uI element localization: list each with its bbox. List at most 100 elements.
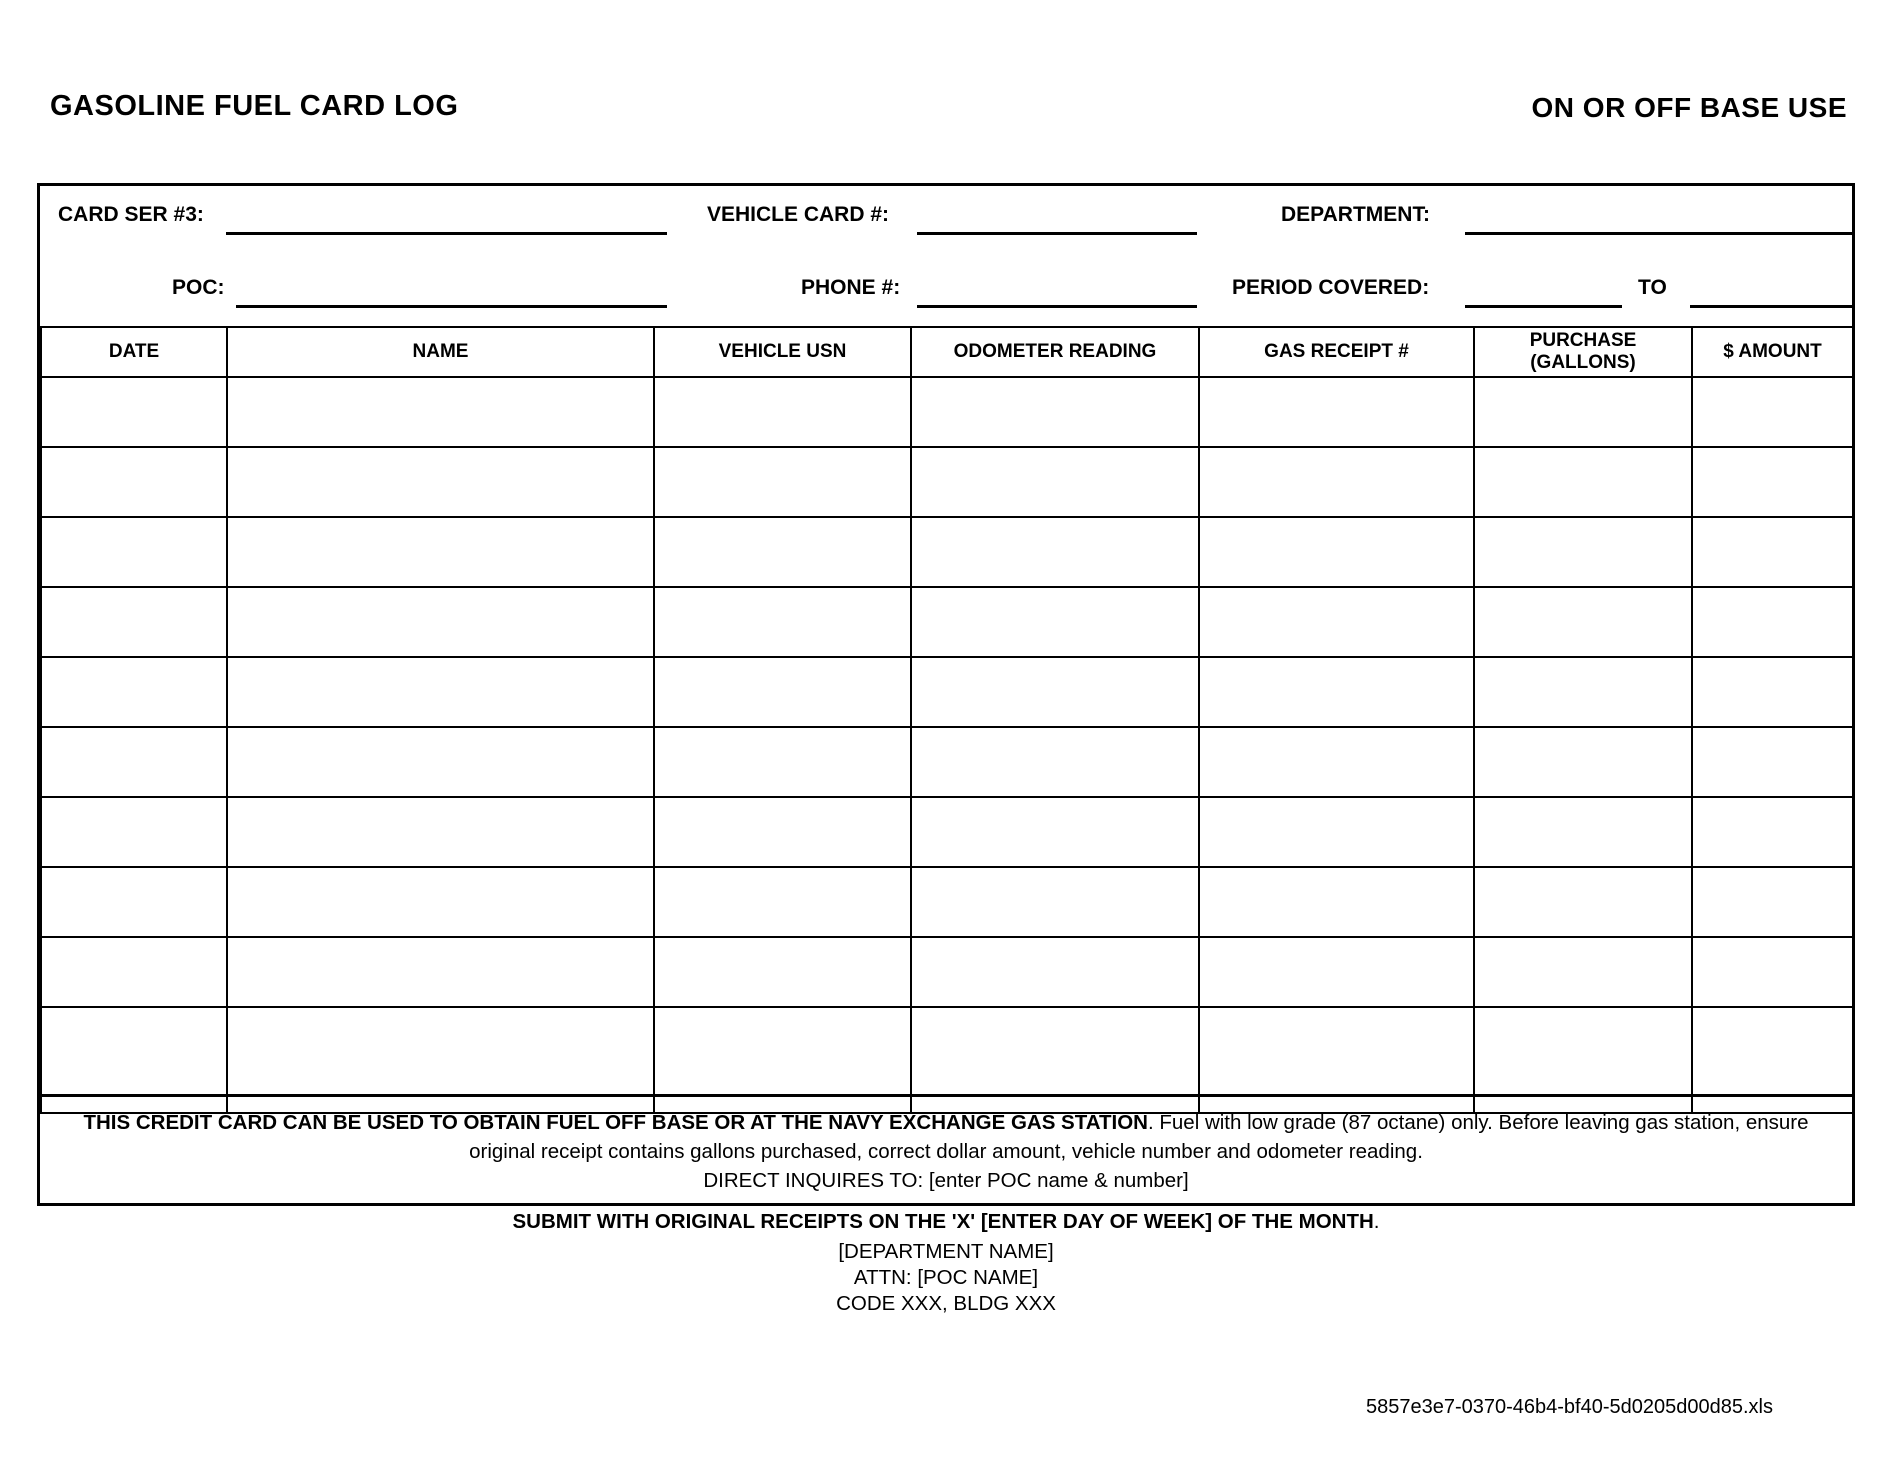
log-cell-3-0[interactable] — [40, 586, 228, 658]
log-cell-5-5[interactable] — [1473, 726, 1693, 798]
log-cell-6-3[interactable] — [910, 796, 1200, 868]
department-label: DEPARTMENT: — [1281, 203, 1430, 226]
log-cell-2-4[interactable] — [1198, 516, 1475, 588]
log-cell-6-4[interactable] — [1198, 796, 1475, 868]
usage-note-regular: . Fuel with low grade (87 octane) only. … — [469, 1111, 1809, 1163]
period-from-input-line[interactable] — [1465, 305, 1622, 308]
log-cell-8-5[interactable] — [1473, 936, 1693, 1008]
period-to-label: TO — [1638, 276, 1667, 299]
col-header-4: GAS RECEIPT # — [1198, 326, 1475, 378]
log-cell-4-0[interactable] — [40, 656, 228, 728]
phone-label: PHONE #: — [801, 276, 901, 299]
log-cell-4-5[interactable] — [1473, 656, 1693, 728]
log-cell-3-2[interactable] — [653, 586, 912, 658]
log-cell-3-3[interactable] — [910, 586, 1200, 658]
col-header-1: NAME — [226, 326, 655, 378]
period-to-input-line[interactable] — [1690, 305, 1852, 308]
usage-note-paragraph: THIS CREDIT CARD CAN BE USED TO OBTAIN F… — [66, 1108, 1826, 1166]
page-title: GASOLINE FUEL CARD LOG — [50, 90, 459, 122]
log-cell-3-1[interactable] — [226, 586, 655, 658]
log-cell-7-4[interactable] — [1198, 866, 1475, 938]
log-cell-5-3[interactable] — [910, 726, 1200, 798]
card-ser-label: CARD SER #3: — [58, 203, 204, 226]
log-cell-2-6[interactable] — [1691, 516, 1854, 588]
submit-instruction: SUBMIT WITH ORIGINAL RECEIPTS ON THE 'X'… — [37, 1209, 1855, 1235]
log-row-5 — [40, 726, 1854, 798]
log-cell-5-2[interactable] — [653, 726, 912, 798]
department-input-line[interactable] — [1465, 232, 1852, 235]
phone-input-line[interactable] — [917, 305, 1197, 308]
log-cell-8-6[interactable] — [1691, 936, 1854, 1008]
card-ser-input-line[interactable] — [226, 232, 667, 235]
log-cell-8-2[interactable] — [653, 936, 912, 1008]
log-cell-6-6[interactable] — [1691, 796, 1854, 868]
log-row-0 — [40, 376, 1854, 448]
log-cell-0-5[interactable] — [1473, 376, 1693, 448]
log-cell-1-2[interactable] — [653, 446, 912, 518]
log-cell-5-0[interactable] — [40, 726, 228, 798]
log-row-1 — [40, 446, 1854, 518]
log-cell-0-6[interactable] — [1691, 376, 1854, 448]
log-cell-6-5[interactable] — [1473, 796, 1693, 868]
log-cell-3-5[interactable] — [1473, 586, 1693, 658]
log-cell-1-5[interactable] — [1473, 446, 1693, 518]
log-cell-2-1[interactable] — [226, 516, 655, 588]
log-cell-8-3[interactable] — [910, 936, 1200, 1008]
log-cell-1-6[interactable] — [1691, 446, 1854, 518]
log-cell-4-2[interactable] — [653, 656, 912, 728]
poc-input-line[interactable] — [236, 305, 667, 308]
log-cell-6-0[interactable] — [40, 796, 228, 868]
department-name-line: [DEPARTMENT NAME] — [838, 1240, 1054, 1263]
log-cell-0-4[interactable] — [1198, 376, 1475, 448]
log-cell-1-1[interactable] — [226, 446, 655, 518]
log-row-4 — [40, 656, 1854, 728]
log-cell-7-1[interactable] — [226, 866, 655, 938]
log-cell-0-0[interactable] — [40, 376, 228, 448]
log-cell-2-2[interactable] — [653, 516, 912, 588]
log-cell-1-0[interactable] — [40, 446, 228, 518]
footer-block: SUBMIT WITH ORIGINAL RECEIPTS ON THE 'X'… — [37, 1209, 1855, 1317]
log-cell-0-2[interactable] — [653, 376, 912, 448]
log-cell-2-5[interactable] — [1473, 516, 1693, 588]
log-cell-3-6[interactable] — [1691, 586, 1854, 658]
attn-line: ATTN: [POC NAME] — [853, 1266, 1039, 1289]
col-header-2: VEHICLE USN — [653, 326, 912, 378]
log-row-6 — [40, 796, 1854, 868]
log-cell-8-4[interactable] — [1198, 936, 1475, 1008]
vehicle-card-input-line[interactable] — [917, 232, 1197, 235]
log-cell-5-1[interactable] — [226, 726, 655, 798]
log-row-7 — [40, 866, 1854, 938]
usage-note-bold: THIS CREDIT CARD CAN BE USED TO OBTAIN F… — [83, 1111, 1148, 1134]
file-name: 5857e3e7-0370-46b4-bf40-5d0205d00d85.xls — [1365, 1396, 1773, 1418]
direct-inquires-line: DIRECT INQUIRES TO: [enter POC name & nu… — [703, 1169, 1189, 1192]
col-header-5: PURCHASE (GALLONS) — [1473, 326, 1693, 378]
log-cell-7-3[interactable] — [910, 866, 1200, 938]
submit-instruction-period: . — [1373, 1210, 1380, 1233]
log-cell-7-6[interactable] — [1691, 866, 1854, 938]
period-covered-label: PERIOD COVERED: — [1232, 276, 1430, 299]
log-table-header-row: DATE NAME VEHICLE USN ODOMETER READING GAS R… — [40, 326, 1854, 378]
log-cell-3-4[interactable] — [1198, 586, 1475, 658]
log-cell-6-1[interactable] — [226, 796, 655, 868]
log-cell-5-4[interactable] — [1198, 726, 1475, 798]
log-cell-6-2[interactable] — [653, 796, 912, 868]
log-cell-4-6[interactable] — [1691, 656, 1854, 728]
log-cell-4-3[interactable] — [910, 656, 1200, 728]
log-cell-1-3[interactable] — [910, 446, 1200, 518]
log-table: DATE NAME VEHICLE USN ODOMETER READING GAS R… — [40, 326, 1854, 1114]
log-cell-4-1[interactable] — [226, 656, 655, 728]
log-cell-0-1[interactable] — [226, 376, 655, 448]
log-cell-0-3[interactable] — [910, 376, 1200, 448]
log-cell-5-6[interactable] — [1691, 726, 1854, 798]
log-cell-7-2[interactable] — [653, 866, 912, 938]
submit-instruction-bold: SUBMIT WITH ORIGINAL RECEIPTS ON THE 'X'… — [512, 1210, 1374, 1233]
log-cell-2-3[interactable] — [910, 516, 1200, 588]
log-cell-8-0[interactable] — [40, 936, 228, 1008]
log-cell-4-4[interactable] — [1198, 656, 1475, 728]
log-cell-7-0[interactable] — [40, 866, 228, 938]
log-cell-2-0[interactable] — [40, 516, 228, 588]
log-cell-7-5[interactable] — [1473, 866, 1693, 938]
log-cell-1-4[interactable] — [1198, 446, 1475, 518]
vehicle-card-label: VEHICLE CARD #: — [707, 203, 890, 226]
log-cell-8-1[interactable] — [226, 936, 655, 1008]
